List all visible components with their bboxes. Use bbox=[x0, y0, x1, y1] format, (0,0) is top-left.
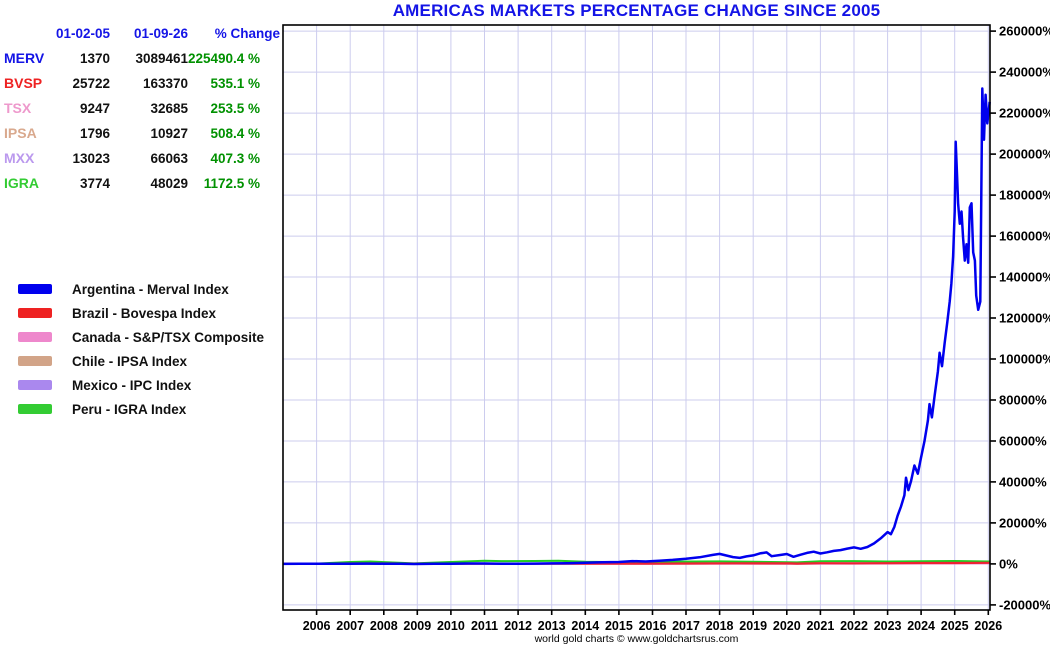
symbol-label: TSX bbox=[4, 100, 32, 116]
start-value: 9247 bbox=[79, 101, 110, 116]
y-axis-label: 260000% bbox=[999, 24, 1050, 39]
x-axis-label: 2013 bbox=[538, 619, 566, 633]
legend-label: Mexico - IPC Index bbox=[72, 377, 192, 393]
end-value: 10927 bbox=[150, 126, 188, 141]
x-axis-label: 2014 bbox=[571, 619, 599, 633]
end-value: 48029 bbox=[150, 176, 188, 191]
legend-label: Brazil - Bovespa Index bbox=[72, 305, 217, 321]
legend-swatch-icon bbox=[18, 380, 52, 390]
x-axis-label: 2006 bbox=[303, 619, 331, 633]
symbol-label: MERV bbox=[4, 50, 45, 66]
start-value: 1370 bbox=[79, 51, 110, 66]
y-axis-label: 100000% bbox=[999, 352, 1050, 367]
y-axis-label: 20000% bbox=[999, 515, 1047, 530]
end-value: 3089461 bbox=[135, 51, 188, 66]
y-axis-label: 140000% bbox=[999, 270, 1050, 285]
legend-swatch-icon bbox=[18, 332, 52, 342]
x-axis-label: 2015 bbox=[605, 619, 633, 633]
legend-label: Peru - IGRA Index bbox=[72, 401, 187, 417]
legend-swatch-icon bbox=[18, 308, 52, 318]
copyright-footer: world gold charts © www.goldchartsrus.co… bbox=[534, 633, 739, 645]
x-axis-label: 2022 bbox=[840, 619, 868, 633]
chart-title: AMERICAS MARKETS PERCENTAGE CHANGE SINCE… bbox=[392, 1, 881, 20]
change-value: 253.5 % bbox=[210, 101, 260, 116]
stats-header-cell: 01-09-26 bbox=[133, 26, 188, 41]
legend-item: Peru - IGRA Index bbox=[18, 397, 264, 421]
end-value: 66063 bbox=[150, 151, 188, 166]
symbol-label: BVSP bbox=[4, 75, 43, 91]
legend-label: Canada - S&P/TSX Composite bbox=[72, 329, 265, 345]
y-axis-label: 0% bbox=[999, 556, 1018, 571]
stats-table: 01-02-05 01-09-26% Change MERV 1370 3089461 2… bbox=[2, 21, 280, 196]
x-axis-label: 2007 bbox=[336, 619, 364, 633]
x-axis-label: 2008 bbox=[370, 619, 398, 633]
x-axis-label: 2011 bbox=[471, 619, 498, 633]
legend-swatch-icon bbox=[18, 356, 52, 366]
y-axis-label: 240000% bbox=[999, 65, 1050, 80]
legend-item: Chile - IPSA Index bbox=[18, 349, 264, 373]
x-axis-label: 2025 bbox=[941, 619, 969, 633]
x-axis-label: 2018 bbox=[706, 619, 734, 633]
y-axis-label: 180000% bbox=[999, 188, 1050, 203]
change-value: 407.3 % bbox=[210, 151, 260, 166]
legend-swatch-icon bbox=[18, 404, 52, 414]
symbol-label: MXX bbox=[4, 150, 35, 166]
start-value: 3774 bbox=[79, 176, 110, 191]
y-axis-label: 200000% bbox=[999, 147, 1050, 162]
change-value: 1172.5 % bbox=[203, 176, 260, 191]
start-value: 1796 bbox=[79, 126, 110, 141]
x-axis-label: 2023 bbox=[874, 619, 902, 633]
x-axis-label: 2019 bbox=[739, 619, 767, 633]
legend-swatch-icon bbox=[18, 284, 52, 294]
x-axis-label: 2012 bbox=[504, 619, 532, 633]
y-axis-label: 40000% bbox=[999, 474, 1047, 489]
legend-item: Mexico - IPC Index bbox=[18, 373, 264, 397]
change-value: 225490.4 % bbox=[188, 51, 261, 66]
series-line-merv bbox=[282, 87, 991, 566]
y-axis-label: 220000% bbox=[999, 106, 1050, 121]
symbol-label: IGRA bbox=[4, 175, 39, 191]
legend-item: Argentina - Merval Index bbox=[18, 277, 264, 301]
x-axis-label: 2021 bbox=[806, 619, 834, 633]
y-axis-label: 160000% bbox=[999, 229, 1050, 244]
legend-item: Brazil - Bovespa Index bbox=[18, 301, 264, 325]
end-value: 32685 bbox=[150, 101, 188, 116]
legend-item: Canada - S&P/TSX Composite bbox=[18, 325, 264, 349]
change-value: 508.4 % bbox=[210, 126, 260, 141]
legend: Argentina - Merval Index Brazil - Bovespa… bbox=[18, 277, 264, 421]
x-axis-label: 2026 bbox=[974, 619, 1002, 633]
y-axis-label: 60000% bbox=[999, 434, 1047, 449]
y-axis-label: 80000% bbox=[999, 393, 1047, 408]
symbol-label: IPSA bbox=[4, 125, 37, 141]
y-axis-label: 120000% bbox=[999, 311, 1050, 326]
end-value: 163370 bbox=[142, 76, 188, 91]
start-value: 25722 bbox=[72, 76, 110, 91]
stats-header-cell: 01-02-05 bbox=[55, 26, 110, 41]
stats-header-cell: % Change bbox=[214, 26, 280, 41]
y-axis-label: -20000% bbox=[999, 597, 1050, 612]
x-axis-label: 2010 bbox=[437, 619, 465, 633]
x-axis-label: 2017 bbox=[672, 619, 700, 633]
start-value: 13023 bbox=[72, 151, 110, 166]
legend-label: Argentina - Merval Index bbox=[72, 281, 229, 297]
x-axis-label: 2016 bbox=[639, 619, 667, 633]
x-axis-label: 2024 bbox=[907, 619, 935, 633]
x-axis-label: 2020 bbox=[773, 619, 801, 633]
change-value: 535.1 % bbox=[210, 76, 260, 91]
legend-label: Chile - IPSA Index bbox=[72, 353, 188, 369]
x-axis-label: 2009 bbox=[403, 619, 431, 633]
